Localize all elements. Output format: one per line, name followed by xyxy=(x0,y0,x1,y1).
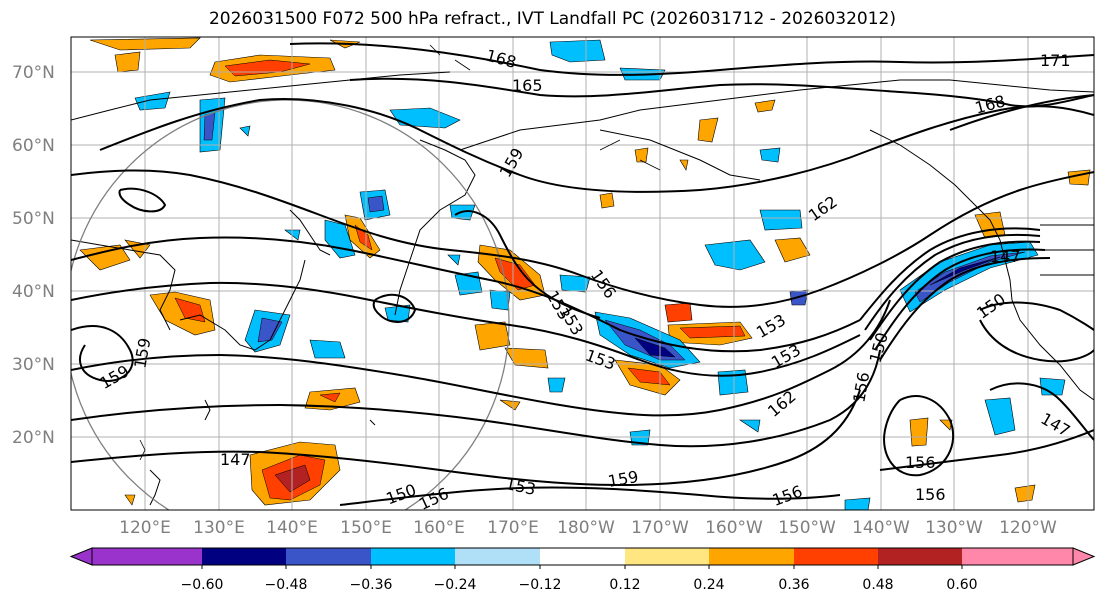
colorbar-segment xyxy=(962,548,1073,565)
colorbar-tick-label: 0.24 xyxy=(693,577,724,593)
colorbar-segment xyxy=(371,548,455,565)
colorbar-tick-label: −0.48 xyxy=(265,577,308,593)
colorbar-tick-label: −0.24 xyxy=(434,577,477,593)
lon-label: 140°E xyxy=(266,518,318,538)
lon-label: 180°W xyxy=(557,518,615,538)
colorbar-extend-max xyxy=(1072,547,1096,566)
coast-details xyxy=(139,44,661,461)
contour-label: 165 xyxy=(512,76,543,95)
colorbar-segment xyxy=(286,548,371,565)
lon-label: 130°W xyxy=(925,518,983,538)
lon-label: 150°W xyxy=(778,518,836,538)
colorbar-tick-label: −0.12 xyxy=(519,577,562,593)
map-panel: 168 165 171 168 159 162 156 153 153 153 … xyxy=(71,37,1094,510)
lon-label: 160°W xyxy=(705,518,763,538)
map-title: 2026031500 F072 500 hPa refract., IVT La… xyxy=(208,9,896,29)
colorbar-segment xyxy=(92,548,202,565)
colorbar-extend-min xyxy=(69,547,93,566)
colorbar-tick-label: −0.60 xyxy=(181,577,224,593)
contour-label: 147 xyxy=(220,450,251,469)
colorbar-segment xyxy=(202,548,286,565)
contour-label: 171 xyxy=(1040,51,1071,70)
longitude-labels: 120°E 130°E 140°E 150°E 160°E 170°E 180°… xyxy=(119,518,1057,538)
colorbar: −0.60 −0.48 −0.36 −0.24 −0.12 0.12 0.24 … xyxy=(69,547,1096,593)
lon-label: 140°W xyxy=(852,518,910,538)
colorbar-segment xyxy=(794,548,878,565)
colorbar-segment xyxy=(709,548,794,565)
latitude-labels: 70°N 60°N 50°N 40°N 30°N 20°N xyxy=(12,63,55,448)
colorbar-tick-label: 0.12 xyxy=(609,577,640,593)
map-frame xyxy=(70,36,1095,511)
colorbar-segment xyxy=(878,548,962,565)
lat-label: 40°N xyxy=(12,282,55,302)
colorbar-segment xyxy=(540,548,625,565)
shading-layer xyxy=(79,37,1091,510)
colorbar-tick-label: −0.36 xyxy=(350,577,393,593)
lon-label: 150°E xyxy=(340,518,392,538)
height-contours xyxy=(71,42,1094,506)
colorbar-segments xyxy=(69,547,1096,569)
colorbar-segment xyxy=(455,548,540,565)
lon-label: 170°W xyxy=(631,518,689,538)
lon-label: 120°W xyxy=(999,518,1057,538)
lon-label: 130°E xyxy=(193,518,245,538)
colorbar-tick-label: 0.36 xyxy=(778,577,809,593)
coastlines xyxy=(71,71,1094,506)
lat-label: 20°N xyxy=(12,428,55,448)
contour-label: 147 xyxy=(990,247,1021,266)
colorbar-frame xyxy=(91,547,1074,566)
lat-label: 60°N xyxy=(12,136,55,156)
negative-anomaly xyxy=(134,39,1066,510)
contour-label: 156 xyxy=(915,485,946,504)
contour-label: 156 xyxy=(905,453,936,472)
lon-label: 170°E xyxy=(487,518,539,538)
lon-label: 120°E xyxy=(119,518,171,538)
lon-label: 160°E xyxy=(413,518,465,538)
colorbar-ticks: −0.60 −0.48 −0.36 −0.24 −0.12 0.12 0.24 … xyxy=(181,577,978,593)
colorbar-tick-label: 0.60 xyxy=(946,577,977,593)
lat-label: 50°N xyxy=(12,209,55,229)
colorbar-segment xyxy=(625,548,709,565)
graticule xyxy=(71,37,1094,510)
lat-label: 30°N xyxy=(12,355,55,375)
lat-label: 70°N xyxy=(12,63,55,83)
colorbar-tick-label: 0.48 xyxy=(862,577,893,593)
